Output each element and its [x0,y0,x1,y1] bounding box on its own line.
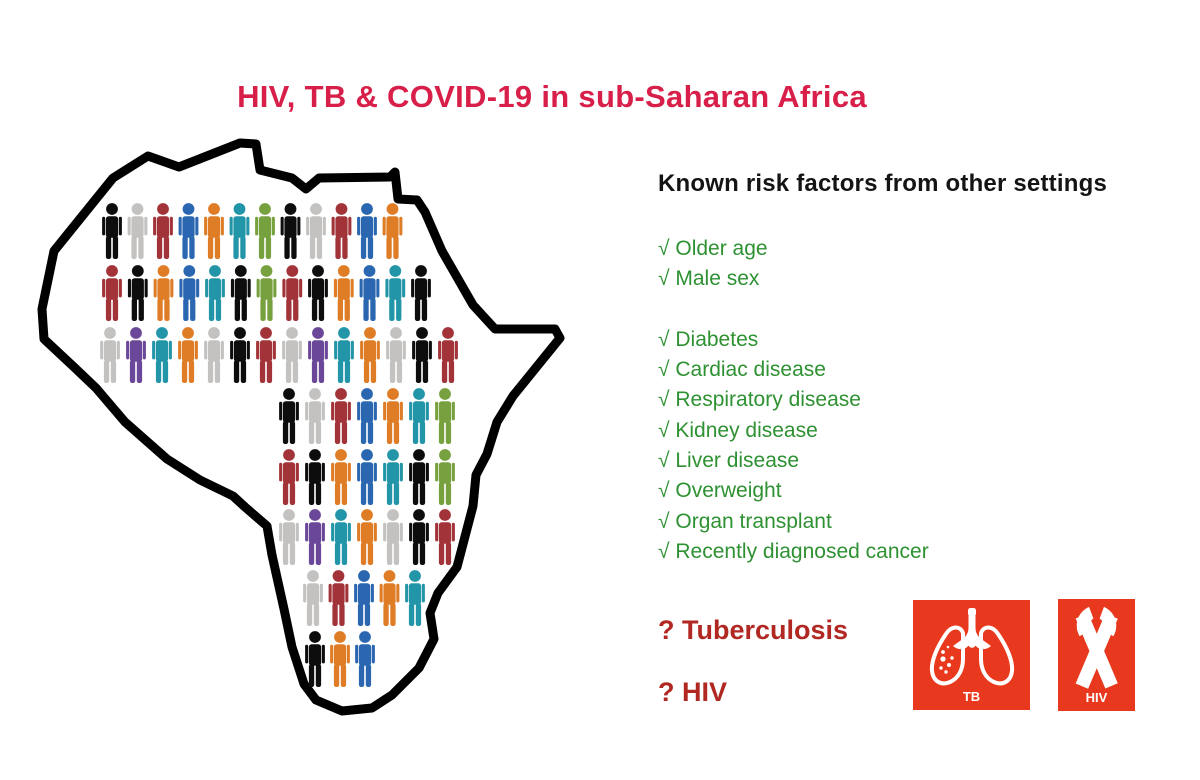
list-spacer [658,295,929,325]
question-tuberculosis: ? Tuberculosis [658,615,849,645]
question-items: ? Tuberculosis ? HIV [658,610,848,734]
risk-factor-item: √ Older age [658,237,768,260]
africa-pictogram-map [37,138,565,716]
risk-factor-item: √ Respiratory disease [658,388,861,412]
risk-factor-item: √ Recently diagnosed cancer [658,539,929,563]
tb-badge-label: TB [963,689,980,704]
risk-factor-item: √ Liver disease [658,449,800,473]
awareness-ribbon-icon: HIV [1075,604,1118,705]
risk-factor-item: √ Diabetes [658,327,759,351]
risk-factor-item: √ Cardiac disease [658,358,826,382]
tb-badge: TB [913,600,1030,710]
question-hiv: ? HIV [658,677,728,707]
risk-factor-list: √ Older age √ Male sex √ Diabetes √ Cardiac… [658,234,929,567]
risk-factor-item: √ Organ transplant [658,509,832,533]
hiv-badge-label: HIV [1086,690,1108,705]
risk-factor-item: √ Overweight [658,479,782,503]
lungs-icon: TB [929,608,1015,704]
hiv-badge: HIV [1058,599,1135,711]
risk-factor-item: √ Male sex [658,267,760,291]
page-title: HIV, TB & COVID-19 in sub-Saharan Africa [237,79,867,114]
risk-factors-heading: Known risk factors from other settings [658,170,1107,197]
risk-factor-item: √ Kidney disease [658,418,818,442]
